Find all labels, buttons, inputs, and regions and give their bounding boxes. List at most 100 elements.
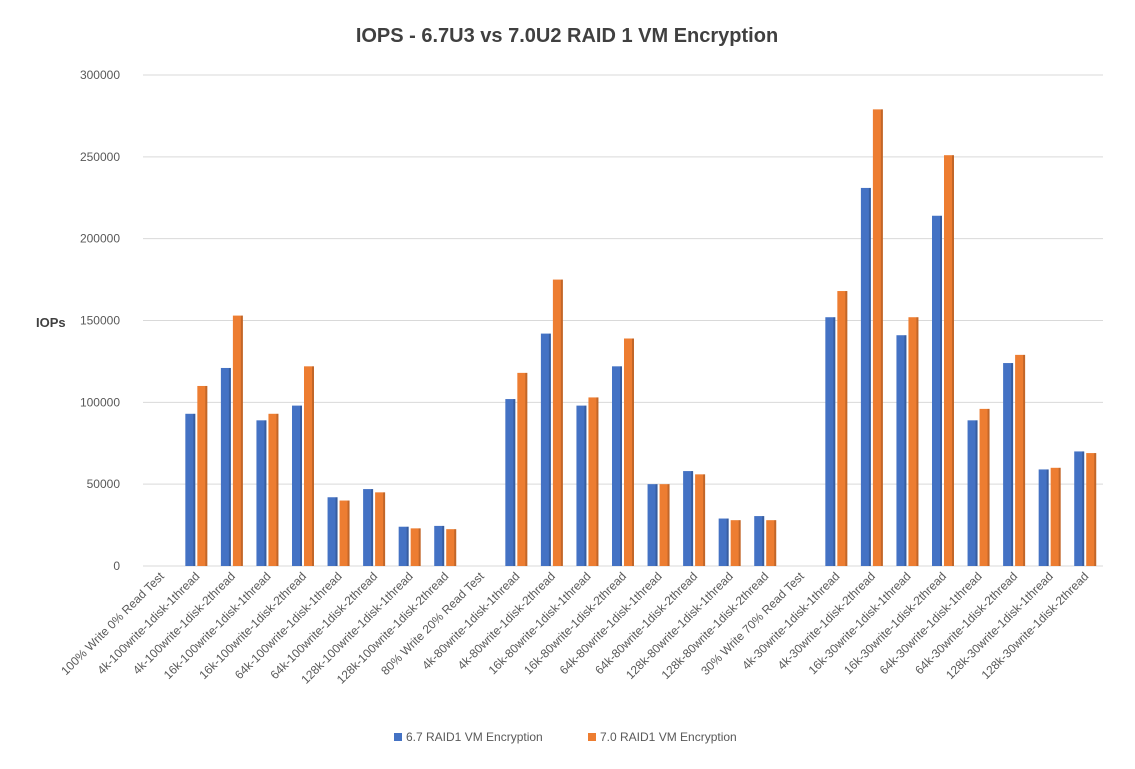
gridlines <box>143 74 1103 567</box>
bar <box>517 372 528 566</box>
bar <box>730 520 741 566</box>
bar-shade <box>312 366 314 566</box>
bar <box>232 315 243 566</box>
bar <box>872 109 883 567</box>
bar <box>837 291 848 566</box>
bar <box>908 317 919 566</box>
bar <box>505 399 516 566</box>
bar <box>659 484 670 566</box>
bar <box>540 333 551 566</box>
bar <box>185 413 196 566</box>
bar <box>1003 363 1014 566</box>
bar-shade <box>276 413 279 566</box>
bar-shade <box>703 474 706 566</box>
bar <box>896 335 907 566</box>
bar-shade <box>454 529 457 566</box>
y-tick-label: 100000 <box>80 395 120 409</box>
bar-shade <box>726 518 729 566</box>
y-axis-ticks: 0 50000 100000 150000 200000 250000 300000 <box>80 68 120 573</box>
bar <box>718 518 729 566</box>
bar <box>292 405 302 566</box>
bar-shade <box>1094 453 1097 566</box>
bar <box>932 215 942 566</box>
bar-shade <box>240 315 243 566</box>
bar-shade <box>418 528 421 566</box>
bar <box>754 516 765 566</box>
legend-swatch <box>394 733 402 741</box>
y-tick-label: 200000 <box>80 232 120 246</box>
y-tick-label: 300000 <box>80 68 120 82</box>
bar <box>825 317 836 566</box>
bar <box>434 525 445 566</box>
chart-title: IOPS - 6.7U3 vs 7.0U2 RAID 1 VM Encrypti… <box>356 25 778 47</box>
bar-shade <box>371 489 374 566</box>
y-axis-label: IOPs <box>36 315 66 330</box>
bar-shade <box>952 155 954 567</box>
bar-shade <box>1082 451 1085 566</box>
bar-shade <box>596 397 599 566</box>
bars <box>185 109 1097 567</box>
bar-shade <box>868 187 871 566</box>
bar <box>1015 354 1026 566</box>
legend-label: 7.0 RAID1 VM Encryption <box>600 730 737 744</box>
x-axis-categories: 100% Write 0% Read Test4k-100write-1disk… <box>58 569 1091 687</box>
bar-shade <box>774 520 777 566</box>
bar-shade <box>560 279 563 566</box>
bar-shade <box>406 526 409 566</box>
bar-shade <box>442 525 445 566</box>
bar-shade <box>228 367 231 566</box>
bar-shade <box>205 385 208 566</box>
bar <box>327 497 338 566</box>
bar <box>220 367 231 566</box>
bar-shade <box>193 413 196 566</box>
bar-shade <box>987 408 990 566</box>
bar-shade <box>525 372 528 566</box>
bar-shade <box>904 335 907 566</box>
bar <box>647 484 658 566</box>
bar <box>624 338 634 566</box>
bar <box>446 529 457 566</box>
bar-shade <box>1046 469 1049 566</box>
bar <box>1074 451 1085 566</box>
bar <box>256 420 267 566</box>
bar <box>979 408 990 566</box>
bar-shade <box>1011 363 1014 566</box>
bar <box>588 397 599 566</box>
y-tick-label: 0 <box>113 559 120 573</box>
bar-shade <box>1058 467 1061 566</box>
bar-shade <box>300 405 302 566</box>
bar <box>1038 469 1049 566</box>
bar-shade <box>513 399 516 566</box>
bar <box>860 187 871 566</box>
bar <box>695 474 706 566</box>
bar <box>197 385 208 566</box>
bar-shade <box>880 109 883 567</box>
bar-shade <box>845 291 848 566</box>
legend-label: 6.7 RAID1 VM Encryption <box>406 730 543 744</box>
bar-shade <box>1023 354 1026 566</box>
legend-swatch <box>588 733 596 741</box>
bar-shade <box>833 317 836 566</box>
bar <box>944 155 954 567</box>
bar-shade <box>264 420 267 566</box>
bar <box>268 413 279 566</box>
bar <box>576 405 587 566</box>
bar <box>1086 453 1097 566</box>
bar <box>967 420 978 566</box>
bar-shade <box>916 317 919 566</box>
bar-shade <box>584 405 587 566</box>
y-tick-label: 150000 <box>80 314 120 328</box>
bar <box>398 526 409 566</box>
bar-shade <box>940 215 942 566</box>
bar-shade <box>655 484 658 566</box>
bar <box>552 279 563 566</box>
bar-shade <box>691 471 694 566</box>
bar <box>339 500 350 566</box>
bar-shade <box>738 520 741 566</box>
bar-shade <box>975 420 978 566</box>
bar <box>410 528 421 566</box>
bar <box>375 492 386 566</box>
bar-shade <box>620 366 622 566</box>
